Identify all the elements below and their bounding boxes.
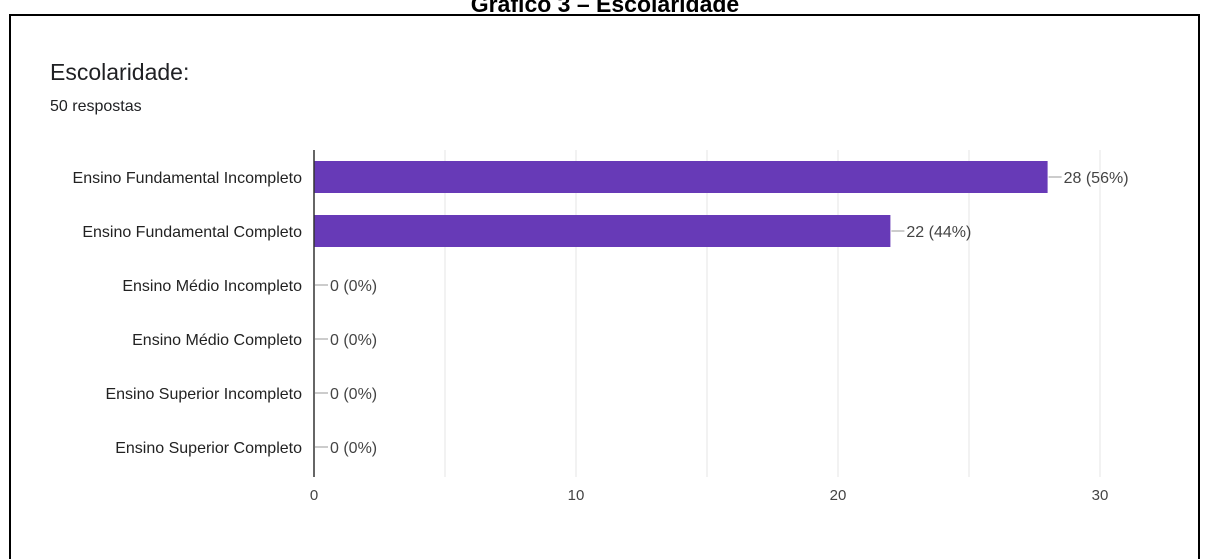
response-count: 50 respostas: [50, 98, 142, 115]
data-label: 0 (0%): [330, 332, 377, 349]
data-label: 0 (0%): [330, 386, 377, 403]
chart-frame: [9, 14, 1200, 559]
question-title: Escolaridade:: [50, 59, 190, 85]
data-label: 22 (44%): [906, 224, 971, 241]
category-label: Ensino Superior Incompleto: [105, 386, 302, 403]
x-tick-label: 0: [310, 487, 318, 504]
category-label: Ensino Fundamental Incompleto: [73, 170, 303, 187]
data-label: 0 (0%): [330, 440, 377, 457]
bar: [314, 161, 1048, 193]
x-tick-label: 10: [568, 487, 585, 504]
category-label: Ensino Fundamental Completo: [82, 224, 302, 241]
data-label: 28 (56%): [1064, 170, 1129, 187]
x-tick-label: 20: [830, 487, 847, 504]
category-label: Ensino Médio Completo: [132, 332, 302, 349]
bar: [314, 215, 891, 247]
x-tick-label: 30: [1092, 487, 1109, 504]
category-label: Ensino Médio Incompleto: [122, 278, 302, 295]
data-label: 0 (0%): [330, 278, 377, 295]
category-label: Ensino Superior Completo: [115, 440, 302, 457]
figure-caption: Gráfico 3 – Escolaridade: [470, 0, 740, 17]
